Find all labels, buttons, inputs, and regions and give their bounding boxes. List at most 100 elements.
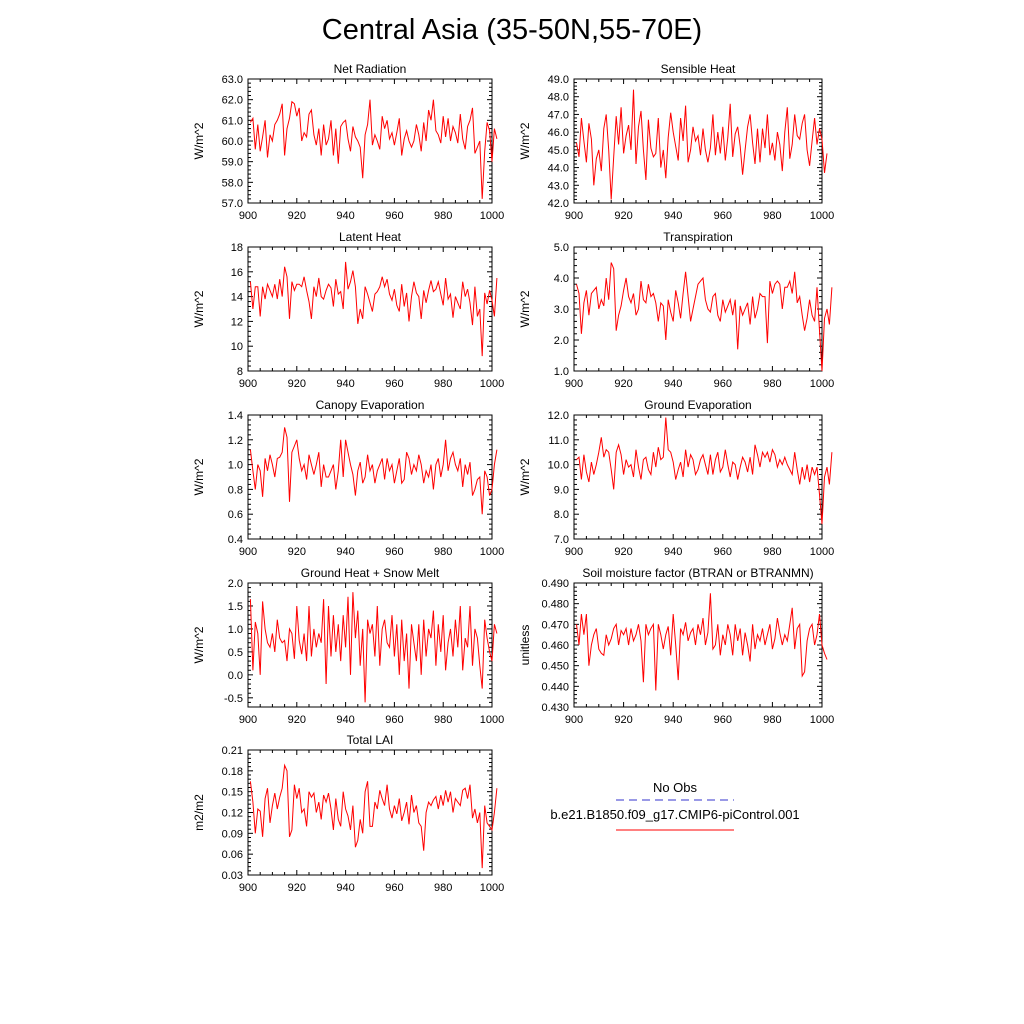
y-axis-label: m2/m2 <box>192 794 206 831</box>
x-tick-label: 980 <box>763 714 781 726</box>
x-tick-label: 980 <box>763 546 781 558</box>
x-tick-label: 900 <box>239 714 257 726</box>
x-tick-label: 940 <box>664 714 682 726</box>
y-tick-label: 12.0 <box>548 410 569 422</box>
x-tick-label: 920 <box>288 882 306 894</box>
y-axis-label: W/m^2 <box>518 290 532 327</box>
x-tick-label: 920 <box>614 714 632 726</box>
x-tick-label: 1000 <box>480 210 504 222</box>
y-axis-label: W/m^2 <box>192 458 206 495</box>
x-tick-label: 940 <box>336 378 354 390</box>
x-tick-label: 900 <box>239 882 257 894</box>
x-tick-label: 940 <box>336 714 354 726</box>
x-tick-label: 940 <box>336 210 354 222</box>
y-axis-label: W/m^2 <box>518 122 532 159</box>
chart-net-radiation: Net Radiation W/m^2 900 920 940 960 980 1000 57.… <box>192 62 504 222</box>
y-tick-label: 16 <box>231 267 243 279</box>
chart-title: Transpiration <box>663 230 733 244</box>
x-tick-label: 960 <box>714 378 732 390</box>
x-tick-label: 920 <box>614 378 632 390</box>
y-tick-label: 8 <box>237 366 243 378</box>
x-tick-label: 940 <box>336 882 354 894</box>
x-tick-label: 960 <box>385 210 403 222</box>
legend-model-label: b.e21.B1850.f09_g17.CMIP6-piControl.001 <box>550 807 799 822</box>
y-tick-label: 60.0 <box>222 136 243 148</box>
y-tick-label: 0.8 <box>228 484 243 496</box>
plot-frame <box>573 78 823 204</box>
x-tick-label: 1000 <box>480 378 504 390</box>
x-tick-label: 960 <box>714 546 732 558</box>
y-tick-label: 1.2 <box>228 435 243 447</box>
y-tick-label: 63.0 <box>222 74 243 86</box>
x-tick-label: 900 <box>239 546 257 558</box>
x-tick-label: 960 <box>714 210 732 222</box>
y-tick-label: 58.0 <box>222 177 243 189</box>
x-tick-label: 1000 <box>480 882 504 894</box>
x-tick-label: 900 <box>565 546 583 558</box>
x-tick-label: 920 <box>288 210 306 222</box>
x-tick-label: 980 <box>434 378 452 390</box>
y-tick-label: 10 <box>231 341 243 353</box>
x-tick-label: 1000 <box>480 714 504 726</box>
x-tick-label: 900 <box>239 378 257 390</box>
y-tick-label: 0.460 <box>541 640 569 652</box>
x-tick-label: 900 <box>565 378 583 390</box>
y-axis-label: W/m^2 <box>192 626 206 663</box>
chart-title: Total LAI <box>347 733 394 747</box>
legend: No Obs b.e21.B1850.f09_g17.CMIP6-piContr… <box>550 780 800 831</box>
y-tick-label: 0.450 <box>541 661 569 673</box>
x-tick-label: 1000 <box>810 378 834 390</box>
series-line <box>576 262 833 372</box>
series-line <box>249 427 498 515</box>
y-tick-label: 0.480 <box>541 599 569 611</box>
y-tick-label: 3.0 <box>554 304 569 316</box>
x-tick-label: 900 <box>239 210 257 222</box>
x-tick-label: 940 <box>664 378 682 390</box>
x-tick-label: 920 <box>288 546 306 558</box>
y-tick-label: 10.0 <box>548 460 569 472</box>
y-tick-label: -0.5 <box>224 693 243 705</box>
chart-title: Latent Heat <box>339 230 402 244</box>
y-tick-label: 0.0 <box>228 670 243 682</box>
y-tick-label: 45.0 <box>548 145 569 157</box>
y-tick-label: 11.0 <box>548 435 569 447</box>
y-tick-label: 7.0 <box>554 534 569 546</box>
y-tick-label: 1.4 <box>228 410 243 422</box>
y-tick-label: 57.0 <box>222 198 243 210</box>
chart-title: Ground Evaporation <box>644 398 751 412</box>
x-tick-label: 940 <box>336 546 354 558</box>
y-tick-label: 1.0 <box>554 366 569 378</box>
series-line <box>249 763 498 869</box>
y-tick-label: 0.5 <box>228 647 243 659</box>
x-tick-label: 960 <box>385 378 403 390</box>
x-tick-label: 960 <box>385 714 403 726</box>
x-tick-label: 920 <box>614 546 632 558</box>
y-axis-label: W/m^2 <box>192 122 206 159</box>
y-tick-label: 9.0 <box>554 484 569 496</box>
chart-title: Ground Heat + Snow Melt <box>301 566 440 580</box>
series-line <box>249 261 498 357</box>
y-tick-label: 8.0 <box>554 509 569 521</box>
y-tick-label: 0.09 <box>222 828 243 840</box>
x-tick-label: 920 <box>288 714 306 726</box>
y-tick-label: 2.0 <box>554 335 569 347</box>
y-tick-label: 0.4 <box>228 534 243 546</box>
y-tick-label: 1.0 <box>228 460 243 472</box>
plot-frame <box>573 582 823 708</box>
x-tick-label: 1000 <box>480 546 504 558</box>
y-tick-label: 14 <box>231 292 243 304</box>
x-tick-label: 980 <box>434 714 452 726</box>
y-tick-label: 0.03 <box>222 870 243 882</box>
x-tick-label: 920 <box>288 378 306 390</box>
y-tick-label: 0.18 <box>222 766 243 778</box>
y-tick-label: 12 <box>231 316 243 328</box>
x-tick-label: 980 <box>434 210 452 222</box>
y-tick-label: 48.0 <box>548 92 569 104</box>
x-tick-label: 960 <box>385 882 403 894</box>
chart-canopy-evaporation: Canopy Evaporation W/m^2 900 920 940 960 980 10… <box>192 398 504 558</box>
y-tick-label: 61.0 <box>222 115 243 127</box>
x-tick-label: 900 <box>565 210 583 222</box>
x-tick-label: 1000 <box>810 714 834 726</box>
y-tick-label: 47.0 <box>548 109 569 121</box>
